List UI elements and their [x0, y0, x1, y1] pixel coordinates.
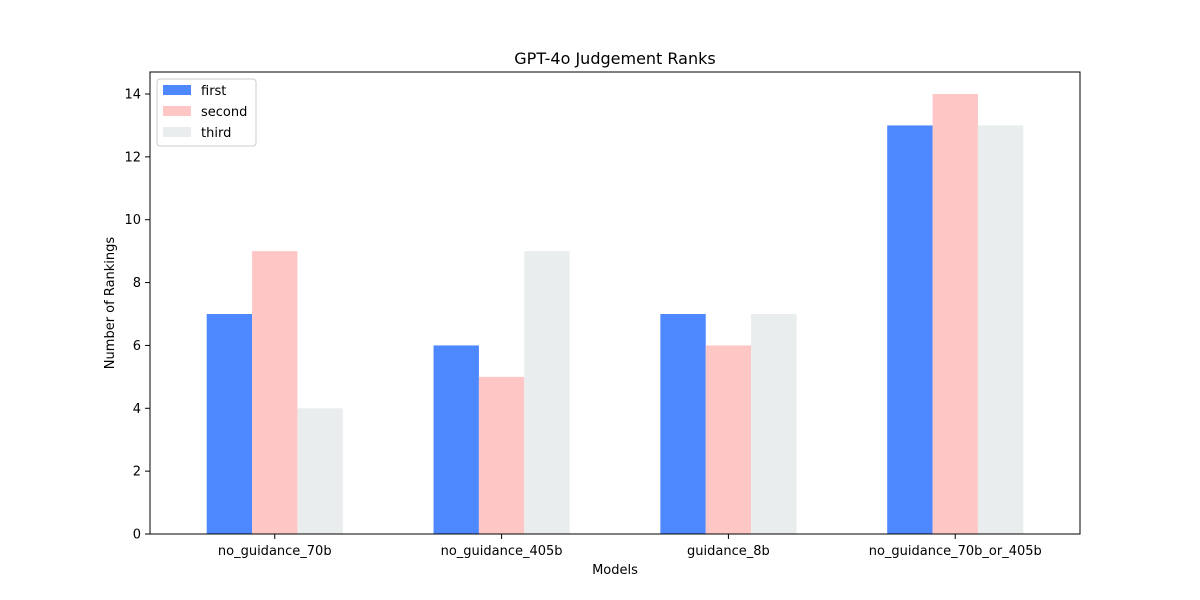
bar-first-3: [887, 125, 933, 535]
bar-second-1: [478, 376, 525, 534]
y-tick-label: 12: [124, 150, 141, 165]
legend-label-first: first: [201, 84, 226, 99]
bar-first-1: [433, 345, 479, 534]
bar-third-3: [977, 125, 1024, 535]
y-tick-label: 2: [133, 465, 141, 480]
legend-swatch-third: [163, 127, 191, 137]
x-tick-label: no_guidance_70b: [218, 544, 332, 559]
y-tick-label: 6: [133, 339, 141, 354]
x-tick-label: guidance_8b: [687, 544, 770, 559]
bar-first-2: [660, 314, 706, 534]
legend-swatch-first: [163, 85, 191, 95]
bar-second-2: [705, 345, 752, 534]
bar-second-0: [252, 251, 298, 534]
bar-third-0: [297, 408, 343, 534]
legend-label-second: second: [201, 105, 247, 120]
x-tick-label: no_guidance_405b: [441, 544, 563, 559]
y-tick-label: 8: [133, 276, 141, 291]
bar-second-3: [932, 94, 978, 534]
legend: first second third: [156, 78, 257, 147]
x-tick-label: no_guidance_70b_or_405b: [869, 544, 1042, 559]
y-tick-label: 4: [133, 402, 141, 417]
chart-title: GPT-4o Judgement Ranks: [514, 49, 715, 68]
y-tick-label: 14: [124, 88, 141, 103]
legend-label-third: third: [201, 126, 231, 141]
y-tick-label: 0: [133, 528, 141, 543]
plot-frame: [149, 71, 1081, 535]
y-axis-title: Number of Rankings: [103, 237, 118, 370]
x-axis: no_guidance_70b no_guidance_405b guidance_…: [218, 534, 1042, 559]
bar-third-2: [751, 314, 797, 534]
bar-first-0: [206, 314, 253, 534]
legend-swatch-second: [163, 106, 191, 116]
bars-layer: [206, 94, 1024, 535]
bar-third-1: [524, 251, 570, 534]
y-tick-label: 10: [124, 213, 141, 228]
x-axis-title: Models: [592, 563, 638, 578]
y-axis: 0 2 4 6 8 10 12 14: [124, 88, 150, 543]
